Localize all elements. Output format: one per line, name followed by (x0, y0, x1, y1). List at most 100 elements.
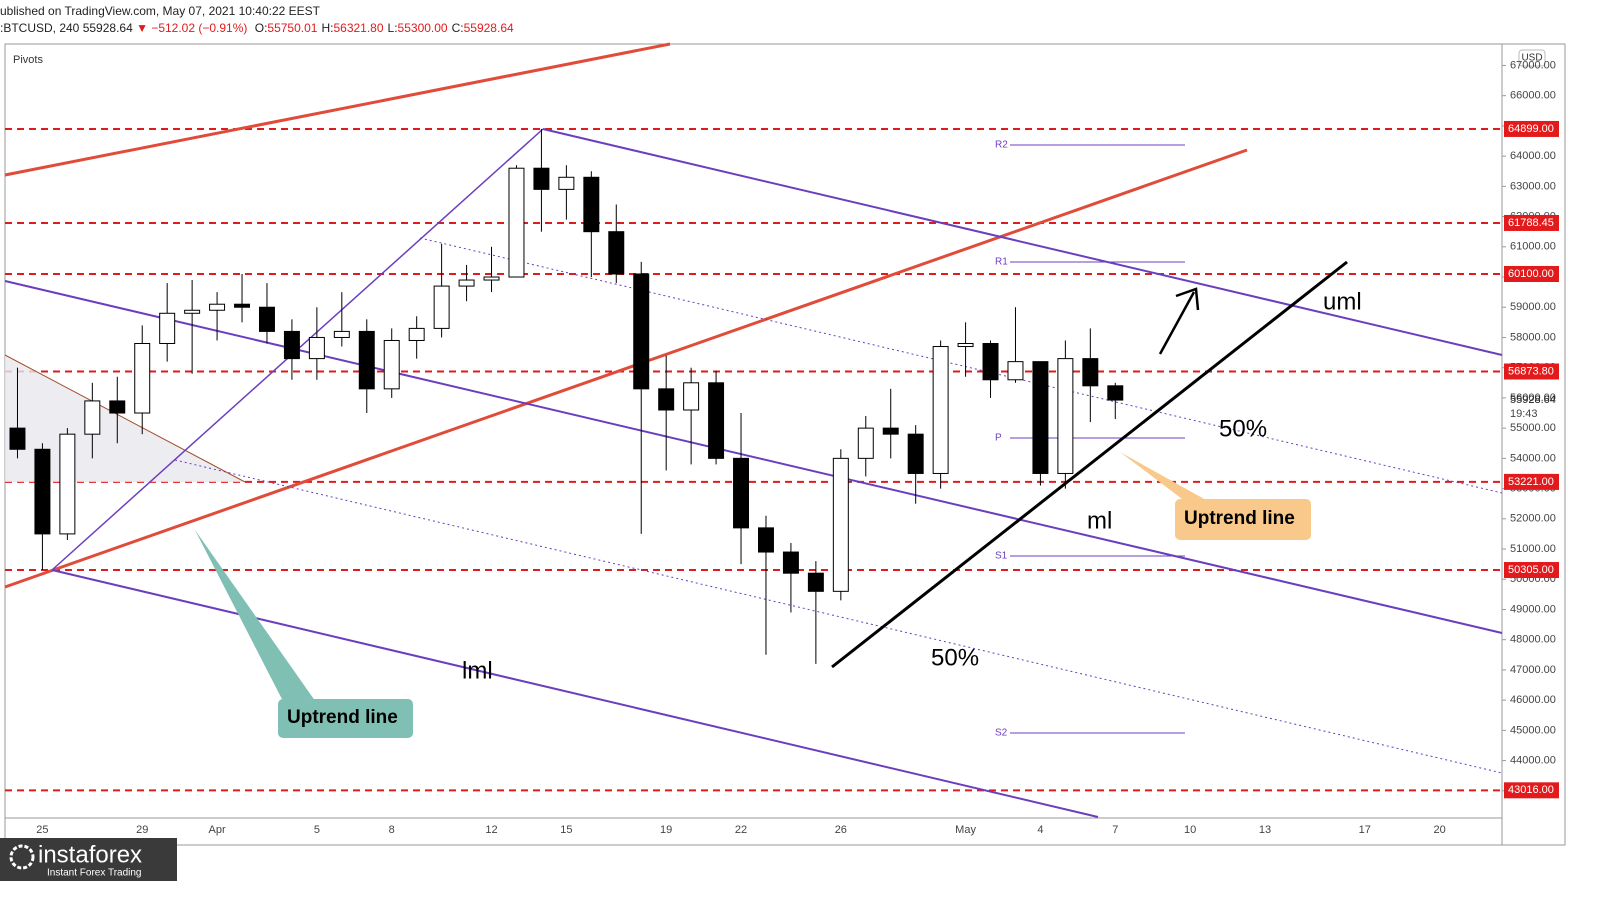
y-tick-label: 47000.00 (1510, 664, 1556, 676)
ohlc-label: O: (255, 21, 268, 35)
tagline: Instant Forex Trading (47, 868, 142, 879)
annotation: lml (462, 657, 493, 684)
currency: USD (1521, 53, 1542, 64)
last-price: 55928.64 (1510, 394, 1556, 406)
y-tick-label: 51000.00 (1510, 543, 1556, 555)
pivot-label: S2 (995, 728, 1008, 739)
level-label: 61788.45 (1508, 217, 1554, 229)
candle-body (558, 176, 575, 190)
candle-body (1082, 358, 1099, 387)
pivot-label: S1 (995, 551, 1008, 562)
brand: instaforex (38, 841, 142, 868)
currency-box (1518, 49, 1546, 67)
x-tick-label: 20 (1434, 824, 1446, 836)
symbol-line: :BTCUSD, 240 55928.64 ▼ −512.02 (−0.91%)… (0, 21, 514, 35)
candle-body (358, 330, 375, 390)
candle-body (857, 427, 874, 459)
level-marker (1504, 782, 1559, 799)
level-marker (1504, 265, 1559, 282)
candle-body (1057, 358, 1074, 474)
candle-body (508, 167, 525, 278)
candle-body (84, 400, 101, 435)
x-tick-label: May (955, 824, 976, 836)
candle-body (1107, 385, 1124, 401)
level-label: 60100.00 (1508, 268, 1554, 280)
candle-body (733, 457, 750, 529)
candle-body (907, 433, 924, 474)
level-label: 50305.00 (1508, 564, 1554, 576)
x-tick-label: 25 (36, 824, 48, 836)
pitchfork-lml (51, 569, 1099, 818)
pitchfork-half (419, 237, 1503, 494)
x-tick-label: Apr (209, 824, 226, 836)
candle-body (234, 303, 251, 308)
x-tick-label: 26 (835, 824, 847, 836)
candle-body (633, 273, 650, 390)
frame (4, 43, 1566, 846)
candle-body (807, 572, 824, 592)
callout-pointer (195, 530, 318, 705)
candle-body (608, 231, 625, 275)
ohlc-value: 56321.80 (333, 21, 383, 35)
y-tick-label: 59000.00 (1510, 301, 1556, 313)
annotation: Uptrend line (287, 707, 398, 728)
y-tick-label: 44000.00 (1510, 754, 1556, 766)
x-tick-label: 29 (136, 824, 148, 836)
ohlc-value: 55750.01 (267, 21, 317, 35)
candle-body (458, 279, 475, 287)
y-tick-label: 52000.00 (1510, 513, 1556, 525)
price-axis: 43000.0044000.0045000.0046000.0047000.00… (1502, 59, 1559, 799)
x-tick-label: 10 (1184, 824, 1196, 836)
pivot-label: P (995, 433, 1002, 444)
logo-box (0, 838, 177, 881)
arrow-head (1175, 287, 1200, 311)
annotations: R2 R1 P S1 S2 uml ml lml 50% 50% Uptrend line Uptre… (287, 140, 1362, 739)
annotation: ml (1087, 507, 1112, 534)
candle-body (408, 327, 425, 341)
y-tick-label: 58000.00 (1510, 331, 1556, 343)
x-tick-label: 8 (389, 824, 395, 836)
ohlc-value: 55300.00 (398, 21, 448, 35)
ohlc: O:55750.01 H:56321.80 L:55300.00 C:55928.64 (255, 21, 514, 35)
x-tick-label: 7 (1112, 824, 1118, 836)
x-tick-label: 4 (1037, 824, 1043, 836)
candle-body (134, 343, 151, 414)
x-tick-label: 13 (1259, 824, 1271, 836)
pitchfork-half (174, 459, 1503, 774)
published: ublished on TradingView.com, May 07, 202… (0, 4, 321, 18)
level-marker (1504, 473, 1559, 490)
candle-body (1007, 361, 1024, 381)
level-label: 43016.00 (1508, 784, 1554, 796)
candle-body (583, 176, 600, 233)
candle-body (283, 330, 300, 360)
candle-body (184, 309, 201, 314)
ohlc-label: L: (388, 21, 398, 35)
candle-body (209, 303, 226, 311)
callout-box (1175, 499, 1311, 540)
axis-layer: 25 29 Apr 5 8 12 15 19 22 26 May 4 7 10 13 17 20 (5, 127, 1502, 836)
candle-body (59, 433, 76, 535)
candle-body (533, 167, 550, 190)
level-label: 53221.00 (1508, 476, 1554, 488)
pitchfork-ml (4, 280, 1503, 634)
uptrend-line (831, 260, 1348, 669)
x-tick-label: 19 (660, 824, 672, 836)
candle-body (258, 306, 275, 332)
level-marker (1504, 562, 1559, 579)
symbol: :BTCUSD, 240 (0, 21, 80, 35)
candle-body (757, 527, 774, 553)
y-tick-label: 66000.00 (1510, 90, 1556, 102)
y-tick-label: 56000.00 (1510, 392, 1556, 404)
candle-body (9, 427, 26, 450)
y-tick-label: 48000.00 (1510, 634, 1556, 646)
candle-body (683, 382, 700, 411)
candle-body (708, 382, 725, 459)
level-label: 56873.80 (1508, 365, 1554, 377)
y-tick-label: 63000.00 (1510, 180, 1556, 192)
x-tick-label: 5 (314, 824, 320, 836)
y-tick-label: 64000.00 (1510, 150, 1556, 162)
x-tick-label: 22 (735, 824, 747, 836)
y-tick-label: 67000.00 (1510, 59, 1556, 71)
x-tick-label: 17 (1359, 824, 1371, 836)
